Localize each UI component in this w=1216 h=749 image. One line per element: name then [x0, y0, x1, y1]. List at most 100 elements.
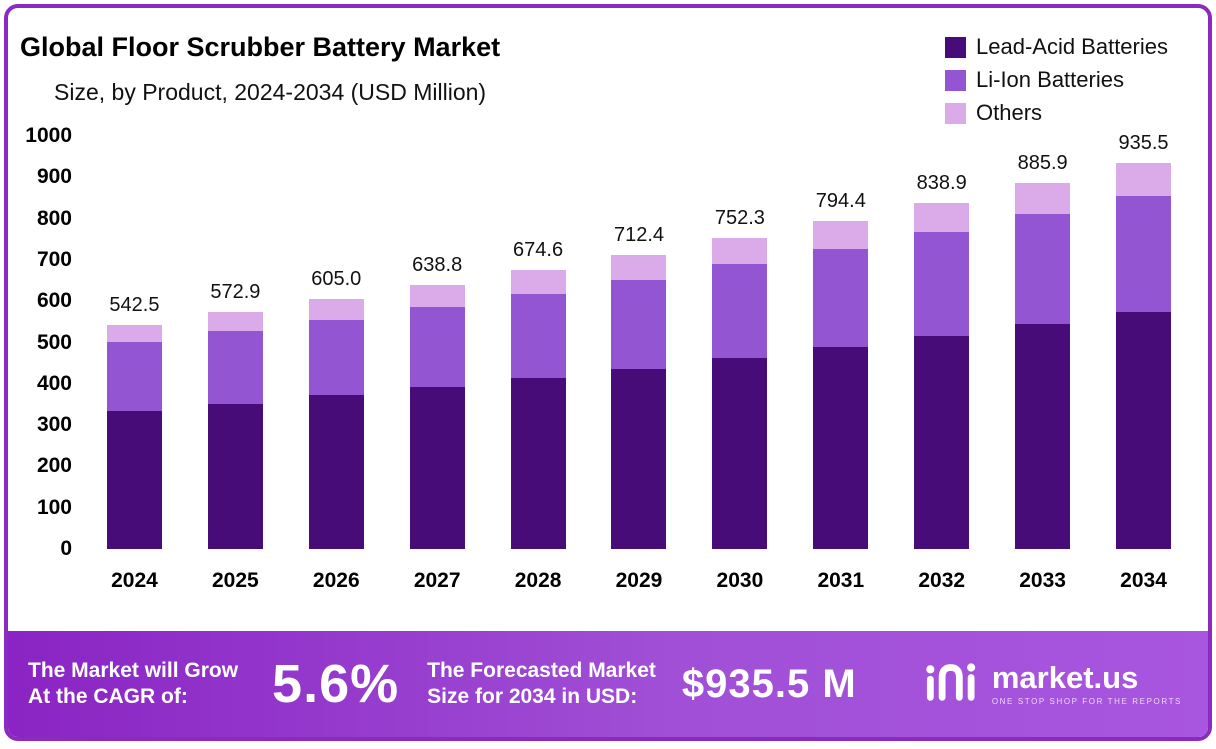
y-axis-tick-label: 500	[36, 330, 72, 354]
bar-column: 885.9	[992, 136, 1093, 549]
plot-wrap: 542.5 572.9 605.0 638.8 674.6 712.4 752.3 794.4…	[84, 132, 1194, 603]
stacked-bar	[106, 136, 162, 549]
y-axis-tick-label: 600	[36, 289, 72, 313]
bar-segment-li-ion-batteries	[1015, 214, 1071, 325]
forecast-label-line1: The Forecasted Market	[427, 658, 656, 682]
bar-segment-li-ion-batteries	[308, 319, 364, 396]
bar-segment-others	[712, 238, 768, 265]
bar-total-label: 572.9	[210, 281, 261, 304]
market-us-logo-icon	[924, 659, 982, 710]
bar-column: 542.5	[84, 136, 185, 549]
legend-label: Li-Ion Batteries	[976, 67, 1124, 92]
bar-segment-lead-acid-batteries	[1015, 324, 1071, 549]
brand-text: market.us ONE STOP SHOP FOR THE REPORTS	[992, 662, 1182, 706]
legend-swatch	[945, 102, 966, 124]
y-axis-tick-label: 400	[36, 371, 72, 395]
legend-swatch	[945, 36, 966, 58]
bar-segment-lead-acid-batteries	[1116, 311, 1172, 549]
bar-segment-others	[409, 285, 465, 307]
bar-column: 794.4	[790, 136, 891, 549]
y-axis-tick-label: 300	[36, 413, 72, 437]
bar-segment-others	[308, 299, 364, 320]
legend-item: Li-Ion Batteries	[945, 67, 1168, 93]
legend-label: Others	[976, 100, 1043, 125]
stacked-bar	[1015, 136, 1071, 549]
bar-segment-lead-acid-batteries	[914, 336, 970, 549]
chart-header: Global Floor Scrubber Battery Market Siz…	[8, 8, 1208, 132]
stacked-bar	[207, 136, 263, 549]
x-axis-tick-label: 2025	[212, 569, 259, 592]
plot-area: 542.5 572.9 605.0 638.8 674.6 712.4 752.3 794.4…	[84, 132, 1194, 549]
x-axis-tick-label: 2027	[413, 569, 461, 592]
brand-tagline: ONE STOP SHOP FOR THE REPORTS	[991, 697, 1182, 706]
y-axis: 0 100 200 300 400 500 600 700 800 900 1000	[14, 124, 84, 560]
bar-segment-others	[611, 254, 667, 281]
bar-segment-li-ion-batteries	[106, 342, 162, 412]
bar-segment-li-ion-batteries	[510, 294, 566, 378]
legend: Lead-Acid Batteries Li-Ion Batteries Other…	[945, 32, 1192, 126]
infographic-frame: Global Floor Scrubber Battery Market Siz…	[4, 4, 1212, 741]
legend-item: Lead-Acid Batteries	[945, 34, 1168, 60]
y-axis-tick-label: 900	[36, 165, 72, 189]
forecast-value: $935.5 M	[681, 661, 857, 706]
legend-swatch	[945, 69, 966, 91]
brand-name: market.us	[991, 660, 1139, 695]
cagr-label-line2: At the CAGR of:	[28, 685, 188, 708]
page-title: Global Floor Scrubber Battery Market	[20, 32, 501, 62]
y-axis-tick-label: 200	[36, 454, 72, 478]
brand-logo: market.us ONE STOP SHOP FOR THE REPORTS	[924, 659, 1182, 710]
bar-column: 838.9	[891, 136, 992, 549]
bar-column: 572.9	[185, 136, 286, 549]
cagr-value: 5.6%	[272, 654, 400, 714]
y-axis-tick-label: 700	[36, 247, 72, 271]
cagr-label-line1: The Market will Grow	[28, 658, 239, 682]
bar-segment-others	[813, 220, 869, 249]
bar-column: 712.4	[589, 136, 690, 549]
bar-total-label: 935.5	[1118, 131, 1169, 154]
stacked-bar	[914, 136, 970, 549]
cagr-label: The Market will Grow At the CAGR of:	[28, 658, 238, 711]
bar-segment-others	[510, 270, 566, 295]
legend-item: Others	[945, 100, 1168, 126]
chart-body: 0 100 200 300 400 500 600 700 800 900 1000 542.5 57…	[8, 124, 1208, 603]
x-axis-tick-label: 2034	[1120, 569, 1167, 592]
bar-total-label: 712.4	[613, 223, 665, 246]
bar-segment-li-ion-batteries	[207, 331, 263, 404]
bar-total-label: 838.9	[916, 171, 967, 194]
chart-subtitle: Size, by Product, 2024-2034 (USD Million…	[54, 79, 487, 105]
bar-segment-li-ion-batteries	[813, 248, 869, 348]
stacked-bar	[1116, 136, 1172, 549]
y-axis-tick-label: 1000	[25, 124, 72, 147]
bar-segment-li-ion-batteries	[712, 264, 768, 359]
bar-segment-lead-acid-batteries	[207, 403, 263, 549]
bar-column: 752.3	[689, 136, 790, 549]
footer-banner: The Market will Grow At the CAGR of: 5.6…	[8, 631, 1208, 737]
bar-total-label: 605.0	[311, 268, 362, 291]
stacked-bar	[712, 136, 768, 549]
bar-segment-others	[914, 202, 970, 233]
x-axis-tick-label: 2026	[312, 569, 360, 592]
bar-segment-others	[106, 324, 162, 343]
forecast-label: The Forecasted Market Size for 2034 in U…	[427, 658, 656, 711]
bar-segment-li-ion-batteries	[409, 307, 465, 387]
y-axis-tick-label: 800	[36, 206, 72, 230]
bar-segment-li-ion-batteries	[914, 232, 970, 337]
stacked-bar	[409, 136, 465, 549]
bar-segment-lead-acid-batteries	[510, 377, 566, 549]
x-axis-tick-label: 2029	[615, 569, 663, 592]
chart-titles: Global Floor Scrubber Battery Market Siz…	[20, 32, 500, 106]
x-axis-tick-label: 2024	[111, 569, 158, 592]
bar-segment-lead-acid-batteries	[308, 395, 364, 549]
legend-label: Lead-Acid Batteries	[976, 34, 1168, 59]
bar-segment-li-ion-batteries	[611, 280, 667, 369]
stacked-bar	[611, 136, 667, 549]
bar-segment-lead-acid-batteries	[611, 368, 667, 549]
bar-total-label: 674.6	[513, 239, 564, 262]
bar-segment-lead-acid-batteries	[409, 386, 465, 549]
forecast-label-line2: Size for 2034 in USD:	[427, 685, 638, 708]
bar-total-label: 885.9	[1017, 152, 1068, 175]
x-axis-tick-label: 2031	[817, 569, 865, 592]
x-axis-tick-label: 2033	[1019, 569, 1066, 592]
bar-column: 674.6	[488, 136, 589, 549]
bar-column: 605.0	[286, 136, 387, 549]
